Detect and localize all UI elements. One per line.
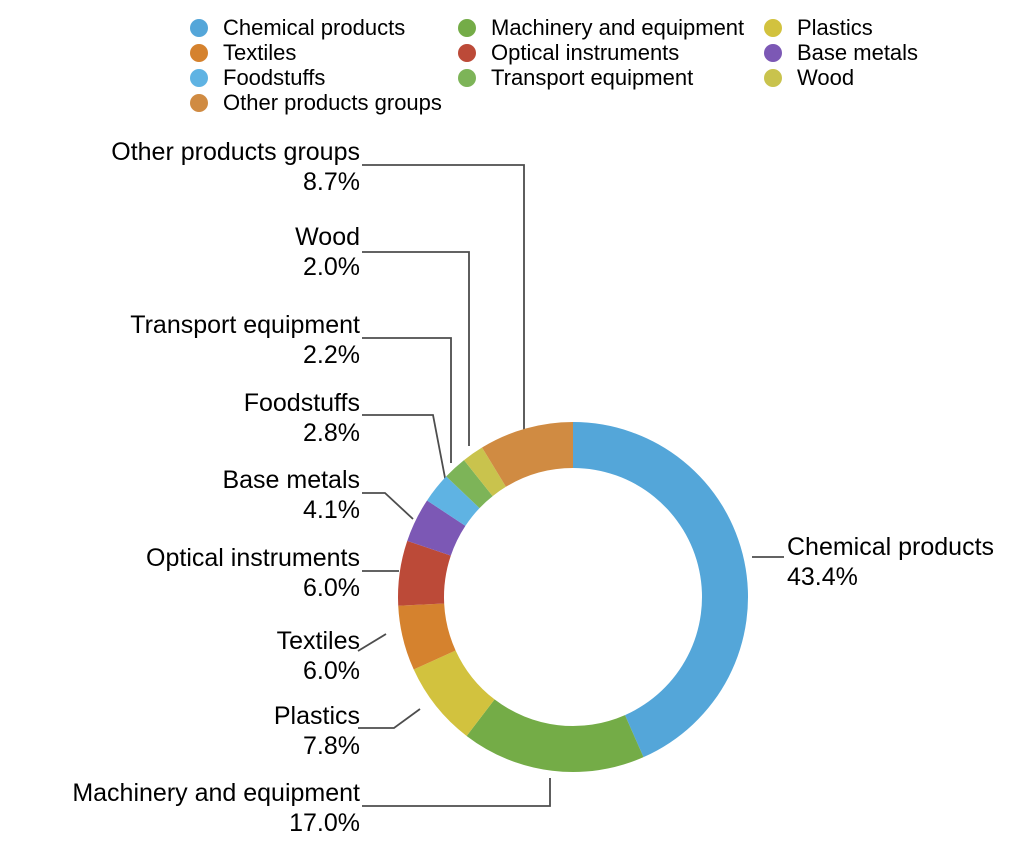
legend-item-machinery-and-equipment[interactable]: Machinery and equipment	[458, 15, 744, 40]
callout-machinery-and-equipment: Machinery and equipment 17.0%	[72, 778, 360, 838]
legend-label: Plastics	[797, 15, 873, 40]
callout-value: 17.0%	[289, 809, 360, 837]
legend-column-2: Machinery and equipment Optical instrume…	[458, 15, 744, 90]
legend-dot-base-metals	[764, 43, 782, 62]
callout-foodstuffs: Foodstuffs 2.8%	[244, 388, 360, 448]
legend-label: Optical instruments	[491, 40, 680, 65]
legend-dot-transport-equipment	[458, 68, 476, 87]
donut-slice-other-products-groups[interactable]	[482, 422, 573, 487]
callout-other-products-groups: Other products groups 8.7%	[111, 137, 360, 197]
callout-value: 8.7%	[303, 168, 360, 196]
leader-line-base-metals	[362, 492, 414, 520]
legend-column-1: Chemical products Textiles Foodstuffs Ot…	[190, 15, 442, 115]
legend-label: Other products groups	[223, 90, 442, 115]
legend-dot-machinery-and-equipment	[458, 18, 476, 37]
callout-label: Wood	[295, 223, 360, 251]
callout-label: Base metals	[222, 466, 360, 494]
callout-label: Textiles	[276, 627, 360, 655]
legend-dot-wood	[764, 68, 782, 87]
callout-label: Other products groups	[111, 138, 360, 166]
callout-value: 2.2%	[303, 341, 360, 369]
callout-value: 6.0%	[303, 574, 360, 602]
callout-transport-equipment: Transport equipment 2.2%	[130, 310, 360, 370]
legend-item-transport-equipment[interactable]: Transport equipment	[458, 65, 744, 90]
legend-label: Chemical products	[223, 15, 406, 40]
leader-line-transport-equipment	[362, 337, 452, 463]
legend-dot-other-products-groups	[190, 93, 208, 112]
leader-line-other-products-groups	[362, 164, 525, 430]
legend-dot-chemical-products	[190, 18, 208, 37]
callout-label: Foodstuffs	[243, 389, 360, 417]
callout-plastics: Plastics 7.8%	[274, 701, 360, 761]
callout-chemical-products: Chemical products 43.4%	[787, 532, 994, 592]
legend-item-wood[interactable]: Wood	[764, 65, 918, 90]
legend-dot-optical-instruments	[458, 43, 476, 62]
legend-dot-plastics	[764, 18, 782, 37]
leader-line-textiles	[357, 633, 387, 652]
callout-label: Transport equipment	[130, 311, 360, 339]
callout-textiles: Textiles 6.0%	[277, 626, 360, 686]
donut-slice-chemical-products[interactable]	[573, 422, 749, 758]
callout-wood: Wood 2.0%	[295, 222, 360, 282]
callout-value: 6.0%	[303, 657, 360, 685]
donut-slice-wood[interactable]	[464, 447, 506, 497]
legend-label: Transport equipment	[491, 65, 694, 90]
legend-item-other-products-groups[interactable]: Other products groups	[190, 90, 442, 115]
donut-slice-foodstuffs[interactable]	[427, 476, 480, 526]
donut-slice-machinery-and-equipment[interactable]	[466, 699, 644, 773]
legend-item-chemical-products[interactable]: Chemical products	[190, 15, 442, 40]
donut-slice-textiles[interactable]	[398, 603, 456, 670]
callout-label: Chemical products	[787, 533, 995, 561]
legend-label: Wood	[797, 65, 855, 90]
callout-value: 43.4%	[787, 563, 858, 591]
leader-line-wood	[362, 251, 470, 446]
legend-item-base-metals[interactable]: Base metals	[764, 40, 918, 65]
legend-item-optical-instruments[interactable]: Optical instruments	[458, 40, 744, 65]
callout-label: Plastics	[273, 702, 360, 730]
callout-label: Optical instruments	[146, 544, 360, 572]
legend-label: Foodstuffs	[223, 65, 326, 90]
legend-item-plastics[interactable]: Plastics	[764, 15, 918, 40]
legend-dot-foodstuffs	[190, 68, 208, 87]
legend-column-3: Plastics Base metals Wood	[764, 15, 918, 90]
donut-slice-optical-instruments[interactable]	[397, 540, 451, 606]
callout-optical-instruments: Optical instruments 6.0%	[146, 543, 360, 603]
legend-item-foodstuffs[interactable]: Foodstuffs	[190, 65, 442, 90]
legend-dot-textiles	[190, 43, 208, 62]
legend-label: Base metals	[797, 40, 919, 65]
callout-label: Machinery and equipment	[72, 779, 360, 807]
callout-value: 2.0%	[303, 253, 360, 281]
donut-slice-transport-equipment[interactable]	[446, 460, 493, 509]
callout-value: 2.8%	[303, 419, 360, 447]
leader-line-plastics	[358, 708, 421, 729]
legend-item-textiles[interactable]: Textiles	[190, 40, 442, 65]
callout-value: 4.1%	[303, 496, 360, 524]
callout-base-metals: Base metals 4.1%	[222, 465, 360, 525]
leader-line-foodstuffs	[362, 414, 447, 484]
donut-slice-plastics[interactable]	[413, 650, 495, 736]
legend-label: Textiles	[223, 40, 297, 65]
legend-label: Machinery and equipment	[491, 15, 745, 40]
callout-value: 7.8%	[303, 732, 360, 760]
leader-line-machinery-and-equipment	[362, 778, 551, 807]
donut-slice-base-metals[interactable]	[407, 500, 466, 556]
